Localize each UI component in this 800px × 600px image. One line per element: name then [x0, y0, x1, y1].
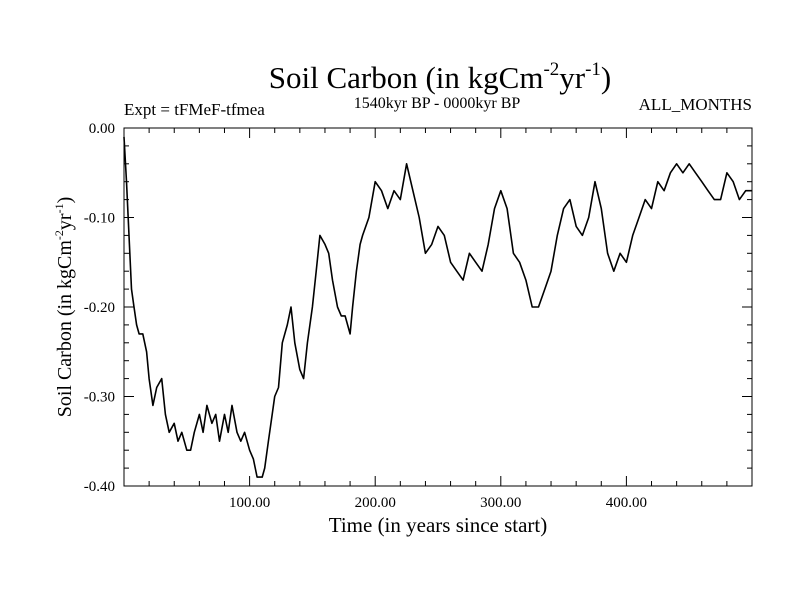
- chart-title: Soil Carbon (in kgCm-2yr-1): [269, 59, 612, 95]
- soil-carbon-series-line: [123, 136, 752, 478]
- x-tick-label: 100.00: [229, 495, 270, 511]
- y-tick-label: -0.10: [84, 211, 115, 227]
- y-tick-label: 0.00: [89, 121, 115, 137]
- x-tick-label: 300.00: [480, 495, 521, 511]
- months-label: ALL_MONTHS: [639, 95, 752, 114]
- x-tick-labels: 100.00 200.00 300.00 400.00: [229, 495, 647, 511]
- y-tick-label: -0.30: [84, 390, 115, 406]
- x-axis-label: Time (in years since start): [329, 513, 548, 537]
- y-minor-ticks: [124, 145, 752, 469]
- y-tick-label: -0.20: [84, 300, 115, 316]
- y-axis-label: Soil Carbon (in kgCm-2yr-1): [52, 197, 76, 418]
- chart-subtitle: 1540kyr BP - 0000kyr BP: [354, 95, 521, 112]
- y-tick-label: -0.40: [84, 479, 115, 495]
- experiment-label: Expt = tFMeF-tfmea: [124, 100, 265, 119]
- x-minor-ticks: [148, 128, 728, 486]
- x-tick-label: 400.00: [606, 495, 647, 511]
- x-tick-label: 200.00: [355, 495, 396, 511]
- y-tick-labels: 0.00 -0.10 -0.20 -0.30 -0.40: [84, 121, 115, 495]
